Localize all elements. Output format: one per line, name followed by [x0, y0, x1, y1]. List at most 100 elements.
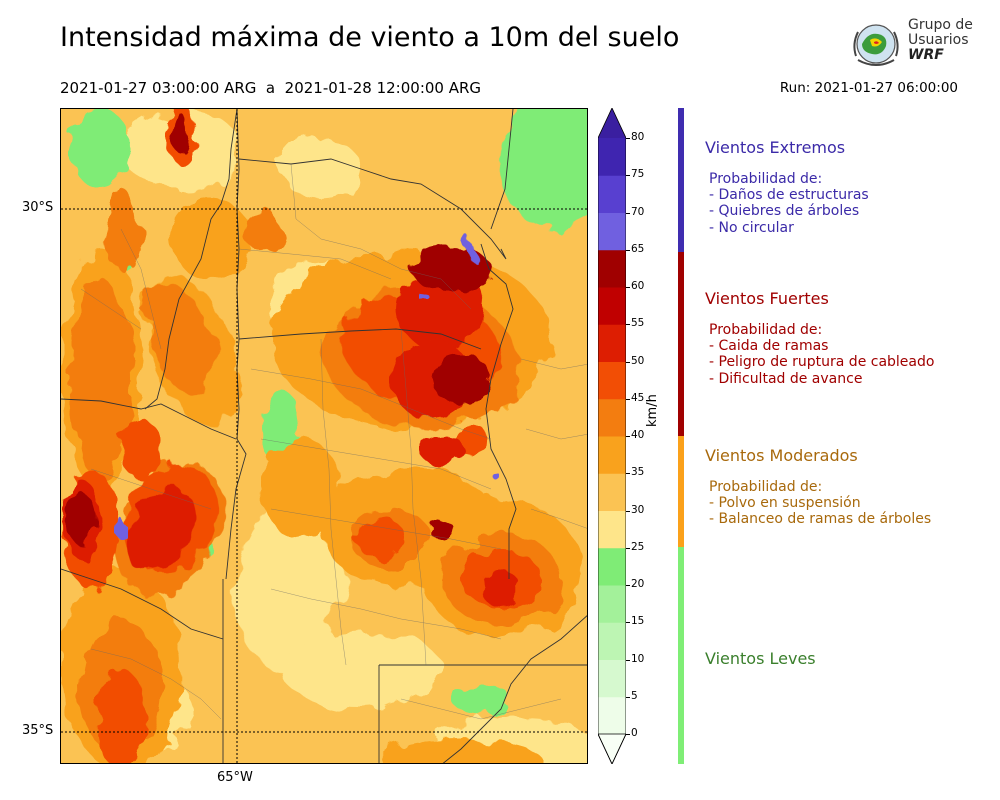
wind-contour-area	[499, 109, 587, 228]
lat-label-30s: 30°S	[22, 200, 54, 215]
colorbar-tick-mark	[626, 473, 630, 475]
category-description: Probabilidad de: - Caida de ramas - Peligr…	[709, 322, 934, 387]
colorbar-segment	[598, 473, 626, 511]
colorbar-tick-mark	[626, 287, 630, 288]
colorbar-tick-mark	[626, 510, 630, 512]
colorbar-segment	[598, 622, 626, 660]
wind-contour-area	[234, 489, 348, 669]
colorbar-extend-low	[598, 733, 626, 764]
wind-contour-area	[421, 295, 431, 303]
colorbar-segment	[598, 547, 626, 586]
colorbar-tick-label: 25	[631, 540, 645, 553]
colorbar-tick-mark	[626, 547, 630, 549]
wind-contour-area	[173, 114, 189, 154]
colorbar-segment	[598, 585, 626, 623]
globe-logo-icon	[853, 24, 899, 66]
category-color-bar	[678, 547, 684, 764]
colorbar-tick-mark	[626, 585, 630, 586]
colorbar-tick-label: 0	[631, 727, 638, 739]
colorbar-tick-mark	[626, 175, 630, 177]
logo-line-3: WRF	[908, 47, 944, 63]
colorbar-segment	[598, 510, 626, 549]
category-description-line: Probabilidad de:	[709, 479, 823, 495]
colorbar-tick-label: 30	[631, 503, 645, 516]
colorbar-segment	[598, 287, 626, 325]
colorbar-segment	[598, 659, 626, 698]
category-title: Vientos Moderados	[705, 446, 858, 465]
colorbar-segment	[598, 175, 626, 213]
logo-text: Grupo de Usuarios WRF	[908, 18, 973, 63]
colorbar-tick-mark	[626, 696, 630, 698]
wind-contour-area	[419, 433, 463, 465]
category-description-line: - Polvo en suspensión	[709, 495, 861, 512]
colorbar-tick-mark	[626, 212, 630, 214]
colorbar	[598, 108, 626, 764]
colorbar-tick-label: 35	[631, 466, 645, 479]
province-boundary	[144, 109, 238, 410]
wind-contour-area	[451, 685, 511, 713]
colorbar-tick-mark	[626, 622, 630, 624]
wind-contour-area	[381, 739, 541, 763]
colorbar-tick-label: 80	[631, 131, 645, 143]
wind-contour-area	[429, 519, 453, 539]
lat-label-35s: 35°S	[22, 723, 54, 738]
wind-contour-area	[356, 519, 406, 559]
lon-label-65w: 65°W	[217, 770, 253, 785]
colorbar-tick-mark	[626, 659, 630, 661]
colorbar-tick-label: 45	[631, 391, 645, 404]
wind-contour-area	[146, 281, 216, 397]
colorbar-tick-mark	[626, 138, 630, 139]
colorbar-tick-mark	[626, 324, 630, 326]
wind-contour-area	[493, 472, 499, 480]
colorbar-tick-mark	[626, 734, 630, 735]
wind-contour-area	[481, 571, 521, 607]
wind-contour-area	[261, 439, 341, 539]
category-description: Probabilidad de: - Polvo en suspensión - B…	[709, 479, 931, 528]
province-boundary	[238, 158, 507, 260]
category-description-line: - Caida de ramas	[709, 338, 829, 355]
category-description: Probabilidad de: - Daños de estructuras - …	[709, 171, 869, 236]
logo-line-1: Grupo de	[908, 17, 973, 33]
colorbar-tick-label: 10	[631, 652, 645, 665]
province-boundary	[238, 328, 482, 350]
category-description-line: - Balanceo de ramas de árboles	[709, 511, 932, 528]
province-boundary	[61, 398, 237, 440]
colorbar-unit: km/h	[645, 394, 660, 427]
wind-contour-area	[171, 199, 251, 279]
category-description-line: Probabilidad de:	[709, 171, 823, 187]
wind-contour-area	[71, 109, 131, 189]
colorbar-tick-label: 15	[631, 615, 645, 628]
category-color-bar	[678, 108, 684, 252]
wind-contour-area	[463, 233, 479, 265]
wind-contour-area	[281, 139, 361, 199]
colorbar-segment	[598, 212, 626, 251]
category-description-line: - Dificultad de avance	[709, 370, 863, 387]
wind-map	[60, 108, 588, 764]
valid-period: 2021-01-27 03:00:00 ARG a 2021-01-28 12:…	[60, 79, 482, 97]
colorbar-tick-label: 40	[631, 429, 645, 441]
wind-contour-area	[121, 419, 161, 479]
wind-contour-area	[411, 247, 491, 291]
colorbar-segment	[598, 696, 626, 735]
colorbar-tick-label: 60	[631, 280, 645, 292]
colorbar-tick-label: 5	[631, 689, 638, 702]
logo-line-2: Usuarios	[908, 32, 969, 48]
province-boundary	[480, 243, 517, 579]
colorbar-tick-mark	[626, 249, 630, 251]
wind-contour-area	[67, 493, 95, 545]
province-boundary	[442, 615, 587, 763]
category-description-line: - Peligro de ruptura de cableado	[709, 354, 935, 371]
wind-contour-area	[96, 669, 146, 763]
colorbar-extend-high	[598, 108, 626, 138]
category-description-line: - Quiebres de árboles	[709, 203, 860, 220]
colorbar-segment	[598, 436, 626, 474]
category-color-bar	[678, 436, 684, 547]
category-title: Vientos Extremos	[705, 138, 846, 157]
colorbar-segment	[598, 138, 626, 176]
run-time: Run: 2021-01-27 06:00:00	[779, 80, 958, 96]
colorbar-tick-label: 75	[631, 168, 645, 181]
category-title: Vientos Leves	[705, 649, 816, 668]
colorbar-tick-mark	[626, 436, 630, 437]
wind-contour-area	[71, 279, 131, 479]
wind-contour-area	[281, 629, 441, 709]
